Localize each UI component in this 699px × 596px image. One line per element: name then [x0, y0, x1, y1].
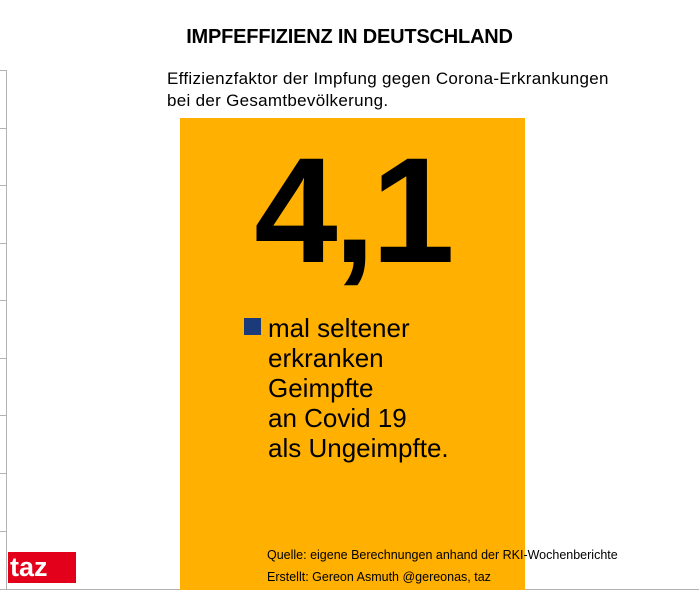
chart-subtitle: Effizienzfaktor der Impfung gegen Corona…	[167, 68, 687, 112]
chart-title: IMPFEFFIZIENZ IN DEUTSCHLAND	[186, 26, 513, 48]
legend-line-5: als Ungeimpfte.	[268, 433, 449, 463]
y-axis-tick	[0, 531, 7, 532]
source-note: Quelle: eigene Berechnungen anhand der R…	[267, 544, 687, 588]
author-line: Erstellt: Gereon Asmuth @gereonas, taz	[267, 570, 491, 584]
taz-logo: taz	[8, 552, 76, 583]
y-axis-tick	[0, 300, 7, 301]
subtitle-line-2: bei der Gesamtbevölkerung.	[167, 91, 389, 110]
y-axis-line	[6, 70, 7, 590]
y-axis-tick	[0, 185, 7, 186]
legend-line-4: an Covid 19	[268, 403, 407, 433]
legend-line-1: mal seltener	[268, 313, 410, 343]
y-axis-tick	[0, 358, 7, 359]
y-axis-tick	[0, 243, 7, 244]
y-axis-tick	[0, 128, 7, 129]
legend-line-3: Geimpfte	[268, 373, 374, 403]
value-label: 4,1	[254, 126, 455, 294]
source-line: Quelle: eigene Berechnungen anhand der R…	[267, 548, 618, 562]
y-axis-tick	[0, 473, 7, 474]
value-bar	[180, 118, 525, 590]
y-axis-tick	[0, 70, 7, 71]
legend-text: mal seltener erkranken Geimpfte an Covid…	[268, 313, 518, 463]
subtitle-line-1: Effizienzfaktor der Impfung gegen Corona…	[167, 69, 609, 88]
y-axis-tick	[0, 415, 7, 416]
legend-marker	[244, 318, 261, 335]
legend-line-2: erkranken	[268, 343, 384, 373]
